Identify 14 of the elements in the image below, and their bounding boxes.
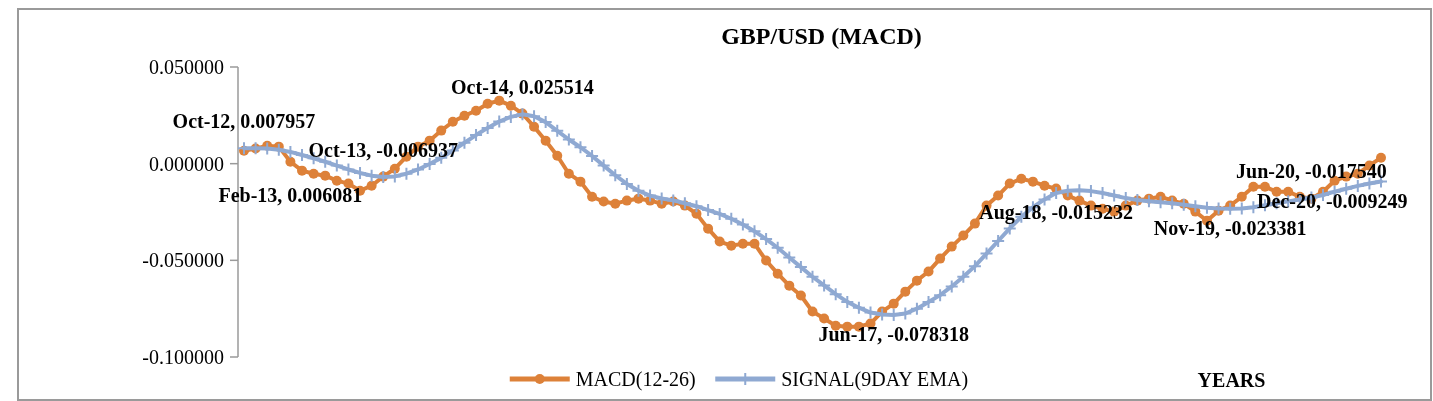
- chart-title: GBP/USD (MACD): [721, 23, 922, 49]
- annotation: Oct-12, 0.007957: [172, 110, 316, 133]
- annotation: Feb-13, 0.006081: [218, 183, 363, 206]
- y-tick-label: -0.050000: [142, 249, 224, 272]
- legend-label: MACD(12-26): [575, 368, 696, 391]
- y-tick-label: 0.000000: [149, 152, 224, 175]
- annotation: Jun-17, -0.078318: [818, 323, 969, 346]
- annotation: Oct-14, 0.025514: [451, 76, 594, 99]
- x-axis-title: YEARS: [1197, 369, 1266, 391]
- y-tick-label: 0.050000: [149, 56, 224, 78]
- annotation: Dec-20, -0.009249: [1257, 189, 1408, 212]
- legend-label: SIGNAL(9DAY EMA): [781, 368, 969, 391]
- y-tick-label: -0.100000: [142, 346, 224, 368]
- annotation: Nov-19, -0.023381: [1153, 216, 1307, 239]
